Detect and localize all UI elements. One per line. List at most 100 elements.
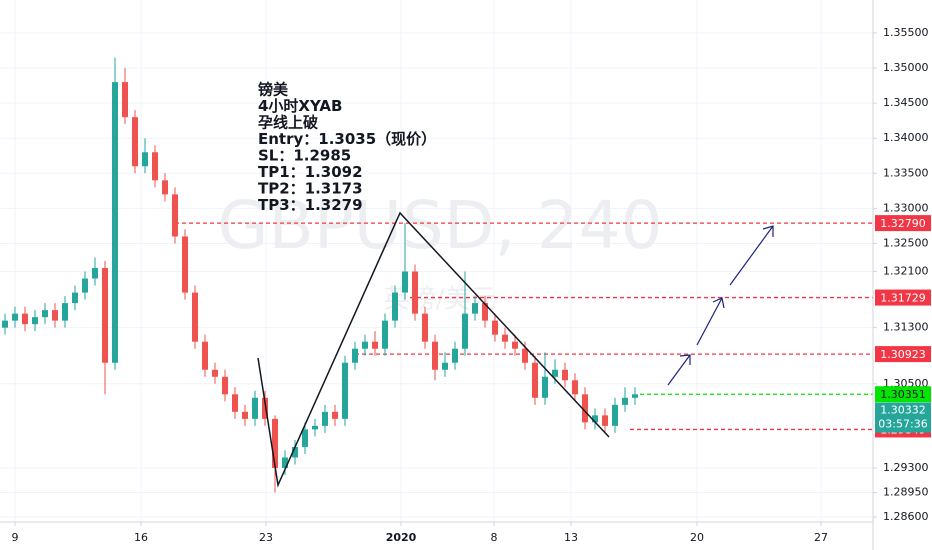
candle-body	[132, 117, 138, 167]
annotation-line: 镑美	[258, 81, 289, 99]
xyab-pattern	[257, 211, 610, 488]
price-tags: 1.327901.317291.309231.298491.303511.303…	[875, 215, 931, 438]
y-tick-label: 1.33500	[883, 166, 929, 179]
candle-body	[182, 236, 188, 293]
level-label-box	[875, 215, 931, 232]
arrows	[667, 225, 774, 386]
x-tick-label: 27	[814, 531, 828, 544]
candle-body	[292, 446, 298, 458]
x-tick-label: 13	[564, 531, 578, 544]
arrow	[667, 354, 691, 386]
candle-body	[512, 341, 518, 349]
candle-body	[212, 369, 218, 377]
level-label: 1.30923	[880, 348, 926, 361]
candle-body	[162, 180, 168, 195]
candle-body	[352, 348, 358, 363]
candle-body	[332, 411, 338, 419]
candle-body	[602, 415, 608, 426]
candle-body	[92, 268, 98, 279]
entry-label-box	[875, 386, 931, 403]
annotation-line: SL：1.2985	[258, 147, 351, 165]
candle-body	[432, 341, 438, 370]
candle-body	[272, 418, 278, 468]
candle-body	[502, 334, 508, 342]
last-price: 1.30332	[880, 404, 926, 417]
candle-body	[382, 320, 388, 349]
candle-body	[22, 313, 28, 325]
candle-body	[442, 362, 448, 370]
candle-body	[222, 376, 228, 395]
y-tick-label: 1.34500	[883, 96, 929, 109]
candle-body	[412, 271, 418, 314]
candle-body	[112, 82, 118, 363]
candle-body	[42, 310, 48, 318]
candle-body	[2, 320, 8, 328]
candles	[2, 57, 638, 493]
candle-body	[122, 82, 128, 118]
countdown: 03:57:36	[878, 418, 927, 431]
level-label-box	[875, 346, 931, 363]
y-tick-label: 1.29300	[883, 461, 929, 474]
x-tick-label: 8	[491, 531, 498, 544]
candle-body	[192, 292, 198, 342]
arrow-head	[762, 225, 774, 237]
y-tick-label: 1.34000	[883, 131, 929, 144]
candle-body	[542, 376, 548, 398]
x-tick-label: 16	[134, 531, 148, 544]
candle-body	[262, 397, 268, 419]
candle-body	[242, 411, 248, 419]
pattern	[257, 211, 610, 488]
level-label: 1.32790	[880, 217, 926, 230]
y-tick-label: 1.32100	[883, 265, 929, 278]
y-tick-label: 1.35500	[883, 26, 929, 39]
candle-body	[362, 341, 368, 349]
candle-body	[472, 303, 478, 314]
entry-label: 1.30351	[880, 388, 926, 401]
candle-body	[452, 348, 458, 363]
candle-body	[12, 313, 18, 321]
watermark-sub: 英镑/美元	[384, 285, 497, 315]
candle-body	[522, 348, 528, 363]
y-tick-label: 1.28950	[883, 486, 929, 499]
annotation-line: TP2：1.3173	[258, 180, 363, 198]
candle-body	[142, 152, 148, 167]
candle-body	[582, 394, 588, 423]
annotation-line: Entry：1.3035（现价）	[258, 130, 436, 148]
candle-body	[32, 317, 38, 325]
candle-body	[342, 362, 348, 419]
candle-body	[552, 369, 558, 377]
candle-body	[282, 457, 288, 468]
axes: 1.35500 1.35000 1.34500 1.34000 1.33500 1.330…	[12, 26, 929, 544]
candle-body	[52, 310, 58, 321]
candle-body	[302, 429, 308, 447]
annotation: 镑美4小时XYAB孕线上破Entry：1.3035（现价）SL：1.2985TP…	[258, 81, 436, 215]
candle-body	[532, 362, 538, 398]
candle-body	[232, 394, 238, 412]
candle-body	[82, 278, 88, 293]
candle-body	[482, 303, 488, 321]
annotation-line: TP3：1.3279	[258, 196, 363, 214]
x-tick-label: 23	[259, 531, 273, 544]
annotation-line: 孕线上破	[258, 114, 318, 132]
candle-body	[402, 271, 408, 293]
y-tick-label: 1.32500	[883, 236, 929, 249]
candle-body	[202, 341, 208, 370]
candle-body	[172, 194, 178, 237]
arrow	[729, 225, 774, 286]
arrow	[696, 297, 723, 346]
watermark: GBPUSD, 240	[217, 187, 662, 264]
candle-body	[152, 152, 158, 181]
x-tick-label: 20	[690, 531, 704, 544]
candle-body	[322, 411, 328, 426]
candle-body	[312, 425, 318, 430]
levels	[175, 222, 873, 431]
candle-body	[462, 313, 468, 349]
y-tick-label: 1.35000	[883, 61, 929, 74]
arrow-head	[679, 354, 691, 365]
y-tick-label: 1.28600	[883, 510, 929, 523]
y-tick-label: 1.33000	[883, 201, 929, 214]
level-label-box	[875, 289, 931, 306]
candle-body	[612, 404, 618, 426]
